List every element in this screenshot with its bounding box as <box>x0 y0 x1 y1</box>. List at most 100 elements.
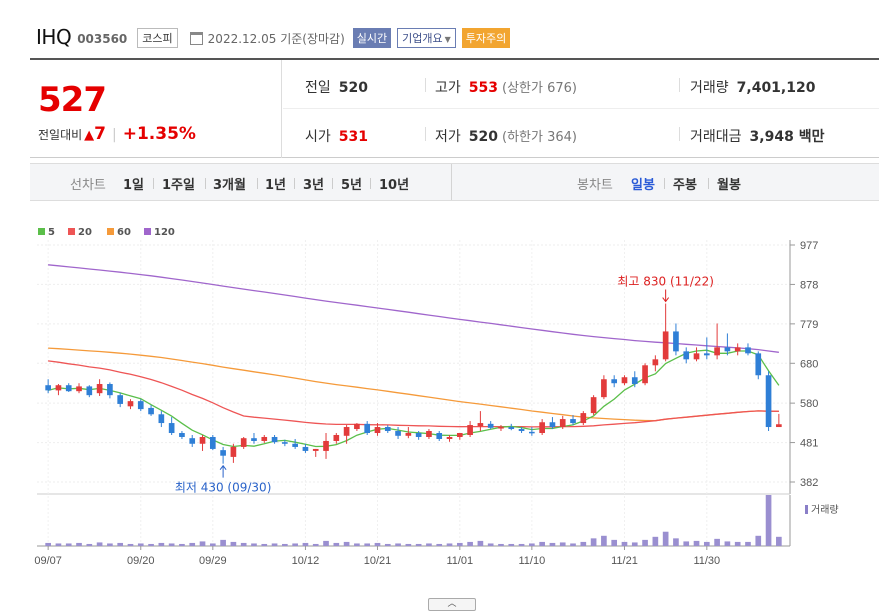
current-price: 527 <box>38 80 107 120</box>
x-tick-label: 11/21 <box>611 555 638 567</box>
candle-body <box>436 433 443 439</box>
candle-body <box>117 395 124 404</box>
candle-body <box>673 331 679 352</box>
candle-body <box>179 433 185 437</box>
high-value: 553 <box>468 80 498 96</box>
volume-label: 거래량 <box>811 504 839 516</box>
candle-body <box>415 433 422 437</box>
x-tick-label: 10/21 <box>364 555 392 567</box>
y-tick-label: 481 <box>800 438 818 450</box>
candle-body <box>251 438 257 441</box>
candle-body <box>456 433 463 437</box>
period-3m-button[interactable]: 3개월 <box>213 178 246 193</box>
market-badge: 코스피 <box>137 28 178 48</box>
legend-ma20: 20 <box>68 227 92 238</box>
candle-body <box>652 359 659 366</box>
open-label: 시가 <box>305 129 331 145</box>
candle-body <box>765 375 772 428</box>
volume-bar <box>395 543 401 546</box>
volume-bar <box>261 543 268 546</box>
period-1y-button[interactable]: 1년 <box>265 178 287 193</box>
amount-value: 3,948 백만 <box>749 129 825 145</box>
divider <box>679 127 680 141</box>
candle-body <box>343 427 350 436</box>
chevron-up-icon[interactable]: ︿ <box>428 598 476 611</box>
candle-body <box>529 431 535 434</box>
candle-body <box>559 419 566 428</box>
candle-body <box>395 431 401 436</box>
x-tick-label: 09/20 <box>127 555 155 567</box>
volume-bar <box>765 495 772 546</box>
volume-bar <box>354 543 360 546</box>
volume-bar <box>683 541 690 546</box>
legend-swatch <box>38 228 45 235</box>
volume-bar <box>312 543 319 546</box>
candle-body <box>292 443 298 447</box>
period-10y-button[interactable]: 10년 <box>379 178 410 193</box>
price-chart[interactable]: 977 878 779 680 580 481 382 09/07 09/20 09/29 10/1… <box>30 220 860 600</box>
investment-warning-badge[interactable]: 투자주의 <box>461 28 511 48</box>
divider: | <box>112 127 117 143</box>
candle-body <box>189 438 196 444</box>
low-value: 520 <box>468 129 498 145</box>
candle-body <box>230 446 237 457</box>
x-tick-label: 10/12 <box>292 555 320 567</box>
stats-row: 시가 531 저가 520 (하한가 364) 거래대금 3,948 백만 <box>283 109 879 158</box>
volume-bar <box>734 541 741 546</box>
volume-bar <box>703 541 710 546</box>
volume-bar <box>230 541 237 546</box>
volume-bar <box>240 542 247 546</box>
period-1d-button[interactable]: 1일 <box>123 178 145 193</box>
candle-body <box>621 377 628 384</box>
legend-label: 120 <box>154 227 175 238</box>
legend-ma60: 60 <box>107 227 131 238</box>
period-1w-button[interactable]: 1주일 <box>162 178 195 193</box>
volume-bar <box>559 542 566 546</box>
open-cell: 시가 531 <box>305 126 368 146</box>
corp-info-dropdown[interactable]: 기업개요 ▼ <box>397 28 456 48</box>
period-3y-button[interactable]: 3년 <box>303 178 325 193</box>
candle-body <box>467 425 473 435</box>
candle-monthly-button[interactable]: 월봉 <box>717 178 741 193</box>
candle-body <box>477 423 484 427</box>
volume-bar <box>220 539 226 546</box>
price-stats: 전일 520 고가 553 (상한가 676) 거래량 7,401,120 시가 531 … <box>283 60 879 158</box>
line-chart-label: 선차트 <box>70 178 106 193</box>
candle-body <box>601 379 607 398</box>
prev-close-label: 전일 <box>305 80 331 96</box>
candle-daily-button[interactable]: 일봉 <box>631 178 655 193</box>
candle-body <box>240 438 247 447</box>
legend-swatch <box>107 228 114 235</box>
prev-close-value: 520 <box>338 80 368 96</box>
candle-body <box>549 422 556 428</box>
candle-weekly-button[interactable]: 주봉 <box>673 178 697 193</box>
candle-body <box>755 353 762 376</box>
realtime-button[interactable]: 실시간 <box>352 28 392 48</box>
base-date: 2022.12.05 기준(장마감) <box>207 31 345 46</box>
candle-body <box>220 450 226 456</box>
low-label: 저가 <box>435 129 461 145</box>
candle-body <box>724 347 731 352</box>
divider <box>425 78 426 92</box>
candle-chart-label: 봉차트 <box>577 178 613 193</box>
candle-body <box>683 351 690 360</box>
ma120-line <box>48 264 779 353</box>
candle-body <box>498 427 504 429</box>
volume-bar <box>374 542 381 546</box>
volume-bar <box>498 543 504 546</box>
volume-bar <box>282 543 288 546</box>
candle-body <box>508 427 515 430</box>
stock-code: 003560 <box>77 32 128 46</box>
volume-bar <box>364 543 371 546</box>
candle-body <box>487 423 494 428</box>
volume-bar <box>179 543 185 546</box>
high-arrow-icon <box>662 289 670 303</box>
amount-cell: 거래대금 3,948 백만 <box>690 126 824 146</box>
candle-body <box>137 401 144 410</box>
candle-body <box>734 347 741 352</box>
volume-bar <box>137 543 144 546</box>
volume-bar <box>86 543 93 546</box>
period-5y-button[interactable]: 5년 <box>341 178 363 193</box>
candle-body <box>642 365 648 384</box>
